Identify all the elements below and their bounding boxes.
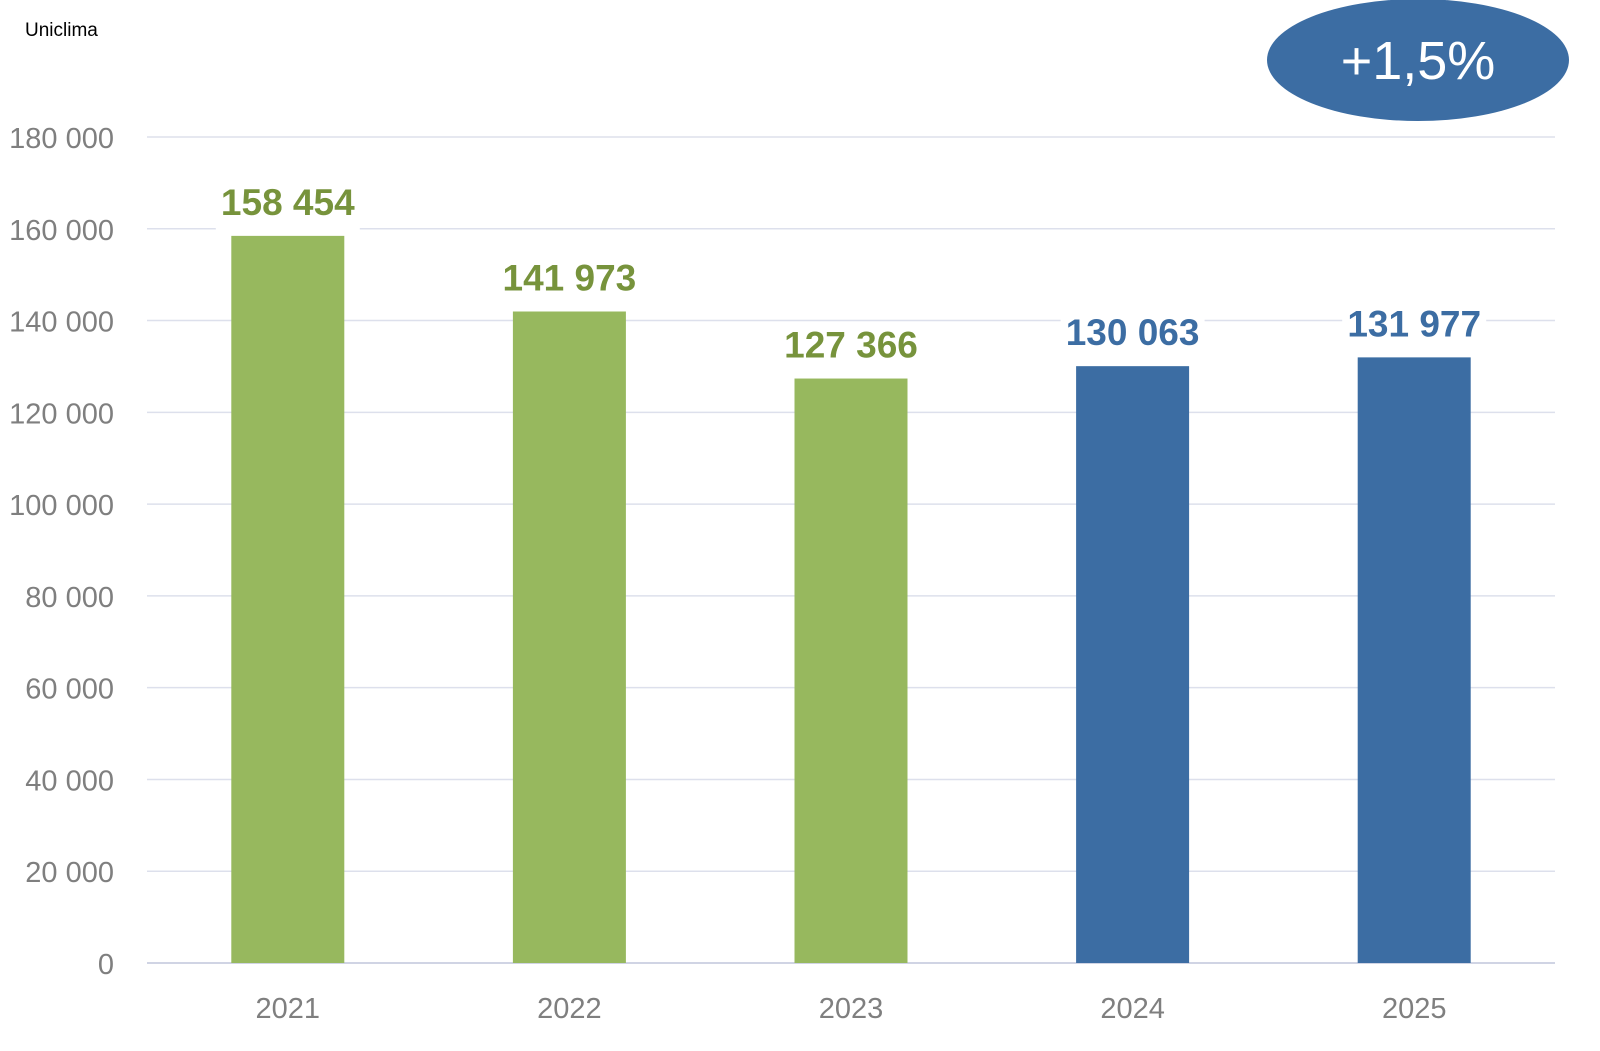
y-tick-label: 180 000: [9, 123, 114, 155]
data-label-2022: 141 973: [503, 258, 637, 299]
growth-badge-text: +1,5%: [1341, 31, 1496, 91]
data-label-2024: 130 063: [1066, 312, 1200, 353]
source-label: Uniclima: [25, 20, 98, 41]
y-tick-label: 100 000: [9, 490, 114, 522]
data-label-bg: [215, 185, 360, 230]
data-label-bg: [1342, 307, 1487, 352]
bar-2022: [512, 311, 626, 963]
growth-badge: [1267, 0, 1569, 121]
y-tick-label: 0: [98, 949, 114, 981]
x-tick-label: 2022: [537, 993, 602, 1025]
y-tick-label: 60 000: [25, 674, 114, 706]
x-tick-label: 2024: [1100, 993, 1165, 1025]
data-label-2025: 131 977: [1347, 303, 1481, 344]
y-tick-label: 160 000: [9, 215, 114, 247]
y-tick-label: 20 000: [25, 857, 114, 889]
data-label-2021: 158 454: [221, 182, 355, 223]
bar-2021: [231, 235, 345, 963]
bar-2025: [1357, 357, 1471, 964]
data-label-bg: [1060, 316, 1205, 361]
data-label-bg: [497, 261, 642, 306]
y-tick-label: 40 000: [25, 765, 114, 797]
bar-2024: [1076, 366, 1190, 963]
y-tick-label: 80 000: [25, 582, 114, 614]
x-tick-label: 2021: [256, 993, 321, 1025]
bar-2023: [794, 378, 908, 963]
y-tick-label: 120 000: [9, 398, 114, 430]
y-tick-label: 140 000: [9, 307, 114, 339]
data-label-bg: [779, 328, 923, 373]
x-tick-label: 2025: [1382, 993, 1447, 1025]
data-label-2023: 127 366: [784, 325, 918, 366]
x-tick-label: 2023: [819, 993, 884, 1025]
